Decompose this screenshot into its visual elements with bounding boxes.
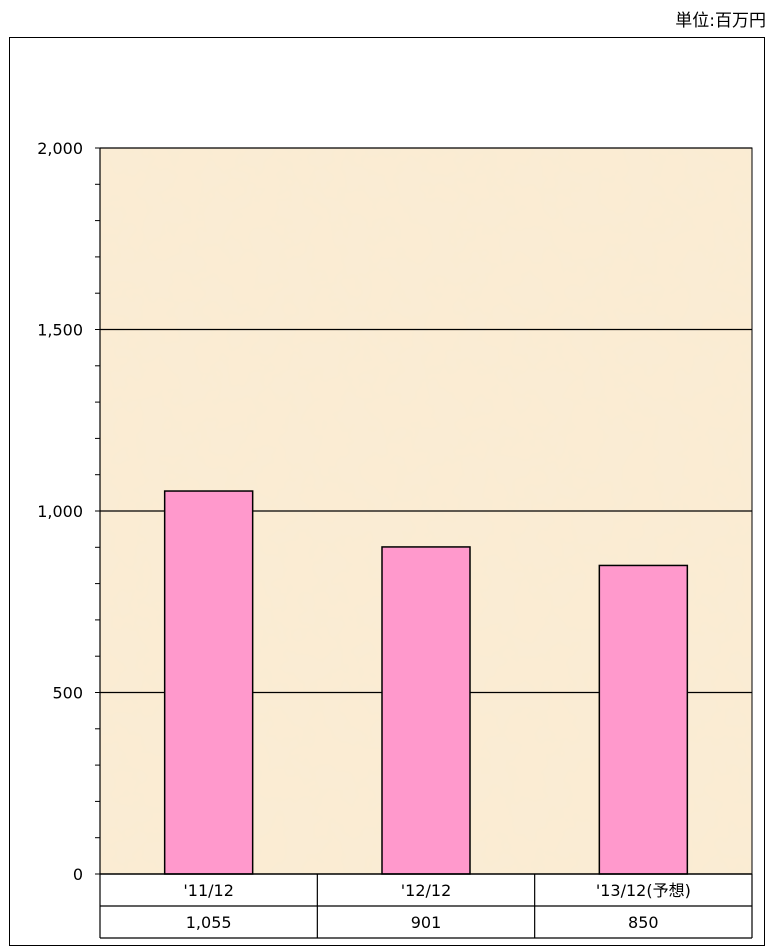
y-tick-label: 500 [52,684,83,703]
y-tick-label: 0 [73,865,83,884]
bar [163,490,254,875]
y-tick-label: 1,500 [37,321,83,340]
y-tick-label: 2,000 [37,139,83,158]
bar [598,564,689,875]
data-value-label: 1,055 [186,913,232,932]
x-category-label: '13/12(予想) [596,881,691,900]
y-tick-label: 1,000 [37,502,83,521]
x-category-label: '12/12 [401,881,452,900]
chart-frame [9,37,765,946]
data-value-label: 850 [628,913,659,932]
x-category-label: '11/12 [183,881,234,900]
unit-label: 単位:百万円 [675,11,766,31]
bar [381,546,471,875]
data-value-label: 901 [411,913,442,932]
